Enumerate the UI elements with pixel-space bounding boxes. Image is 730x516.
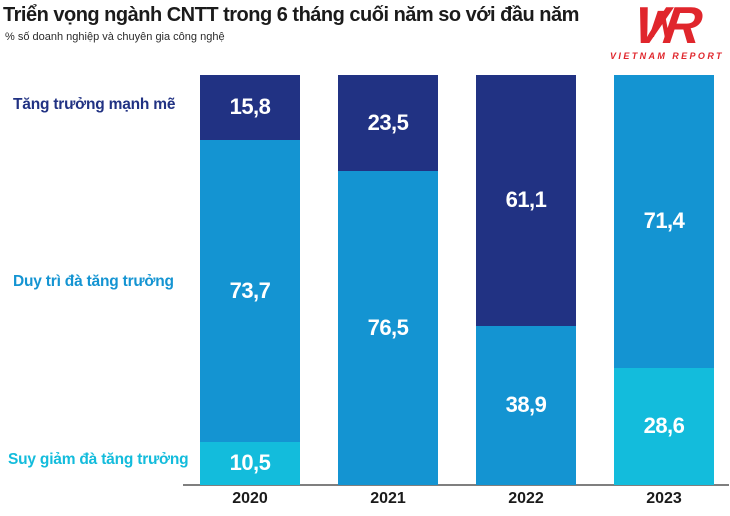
x-axis-label: 2021: [370, 490, 406, 507]
stacked-bar-2021: 23,5 76,5: [338, 75, 438, 485]
value-label: 10,5: [229, 450, 271, 476]
value-label: 23,5: [367, 110, 409, 136]
bar-segment: 73,7: [200, 139, 300, 442]
value-label: 61,1: [505, 187, 547, 213]
value-label: 28,6: [643, 413, 685, 439]
series-label: Duy trì đà tăng trưởng: [13, 273, 174, 290]
vnr-logo-text: VIETNAM REPORT: [610, 51, 724, 61]
value-label: 15,8: [229, 94, 271, 120]
chart-title: Triển vọng ngành CNTT trong 6 tháng cuối…: [3, 4, 579, 26]
x-axis-line: [183, 484, 729, 486]
x-axis-label: 2022: [508, 490, 544, 507]
series-label: Tăng trưởng mạnh mẽ: [13, 96, 176, 113]
value-label: 71,4: [643, 208, 685, 234]
series-label: Suy giảm đà tăng trưởng: [8, 451, 189, 468]
bar-segment: 76,5: [338, 171, 438, 485]
x-axis-label: 2023: [646, 490, 682, 507]
bar-segment: 71,4: [614, 75, 714, 368]
bar-segment: 61,1: [476, 75, 576, 326]
bar-segment: 38,9: [476, 325, 576, 485]
bar-segment: 15,8: [200, 75, 300, 140]
bar-segment: 10,5: [200, 441, 300, 485]
chart-subtitle: % số doanh nghiệp và chuyên gia công ngh…: [5, 31, 225, 43]
stacked-bar-2022: 61,1 38,9: [476, 75, 576, 485]
bar-segment: 28,6: [614, 367, 714, 485]
bar-segment: 23,5: [338, 75, 438, 172]
value-label: 76,5: [367, 315, 409, 341]
value-label: 73,7: [229, 277, 271, 303]
value-label: 38,9: [505, 392, 547, 418]
stacked-bar-2023: 71,4 28,6: [614, 75, 714, 485]
stacked-bar-2020: 15,8 73,7 10,5: [200, 75, 300, 485]
x-axis-label: 2020: [232, 490, 268, 507]
